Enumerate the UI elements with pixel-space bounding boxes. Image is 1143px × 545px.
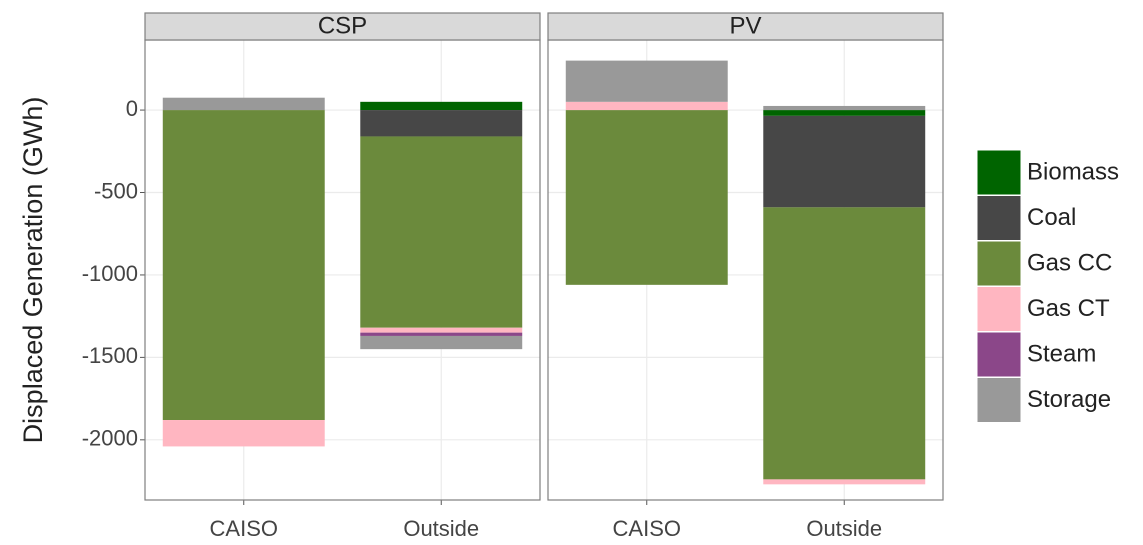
legend-swatch [976,240,1022,287]
bar-segment [763,207,926,480]
bar-segment [360,332,523,336]
strip-label: PV [729,12,761,39]
legend-label: Gas CC [1027,249,1112,276]
y-tick-label: -1500 [82,343,138,368]
bar-segment [565,101,728,111]
bar-segment [565,110,728,285]
legend-label: Gas CT [1027,295,1110,322]
bar-segment [763,115,926,208]
legend-swatch [976,149,1022,196]
bar-segment [763,479,926,485]
bar-segment [360,110,523,137]
y-tick-label: -1000 [82,261,138,286]
legend-label: Storage [1027,386,1111,413]
bar-segment [162,97,325,111]
bar-segment [763,110,926,116]
legend-label: Coal [1027,204,1076,231]
bar-segment [162,420,325,447]
bar-segment [565,60,728,102]
y-tick-label: -2000 [82,426,138,451]
bar-segment [763,105,926,111]
bar-segment [360,136,523,328]
legend-swatch [976,286,1022,332]
strip [547,12,944,41]
y-axis-title: Displaced Generation (GWh) [18,97,48,444]
bar-segment [360,101,523,111]
legend-label: Biomass [1027,158,1119,185]
x-tick-label: CAISO [210,516,278,541]
legend-label: Steam [1027,340,1096,367]
legend-swatch [976,195,1022,241]
y-tick-label: 0 [126,96,138,121]
x-tick-label: Outside [403,516,479,541]
strip [144,12,541,41]
bar-segment [360,335,523,350]
bar-segment [360,327,523,333]
bar-segment [162,110,325,421]
y-tick-label: -500 [94,178,138,203]
x-tick-label: CAISO [613,516,681,541]
legend-swatch [976,377,1022,423]
strip-label: CSP [318,12,367,39]
legend-swatch [976,331,1022,378]
x-tick-label: Outside [806,516,882,541]
